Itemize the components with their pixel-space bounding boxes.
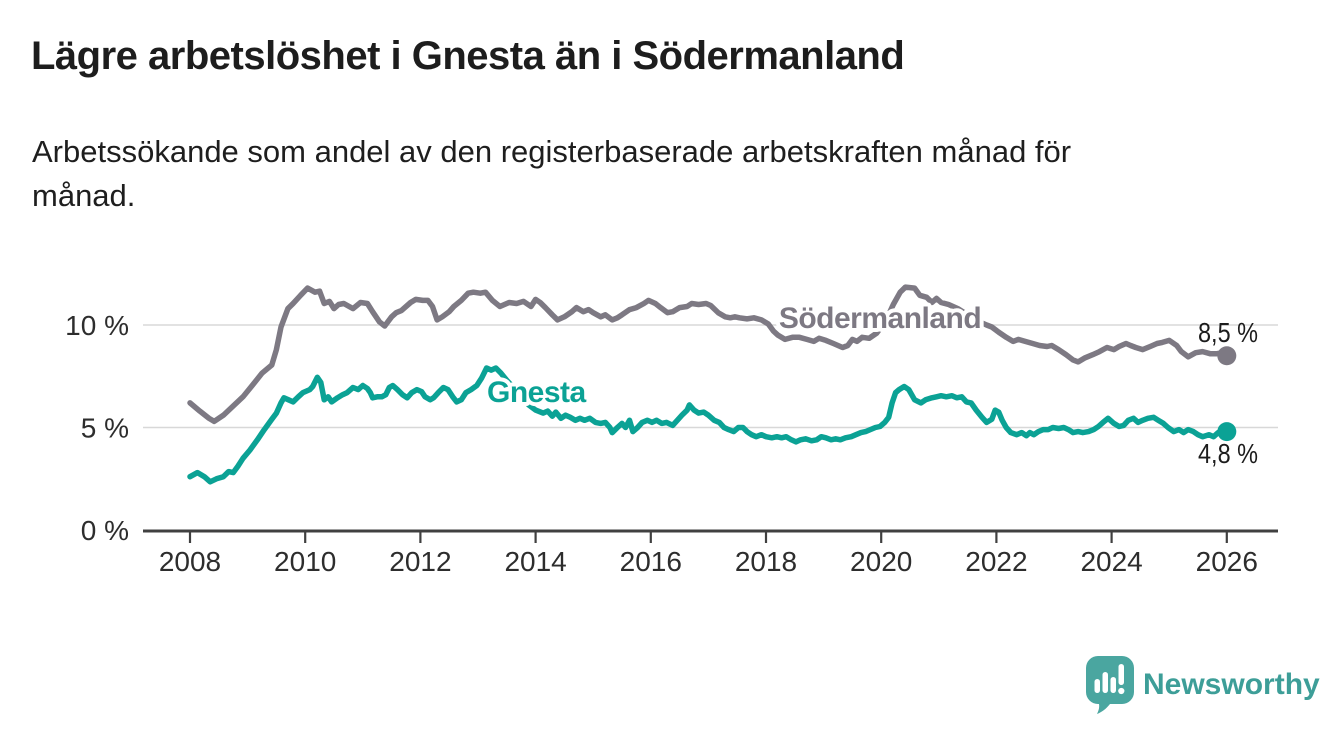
chart-subtitle: Arbetssökande som andel av den registerb… (32, 130, 1071, 218)
series-label-sodermanland: Södermanland (779, 302, 981, 335)
x-tick-label: 2012 (389, 546, 451, 577)
x-tick-label: 2024 (1080, 546, 1142, 577)
y-tick-label: 0 % (81, 515, 129, 546)
subtitle-line-2: månad. (32, 178, 136, 213)
x-tick-label: 2008 (159, 546, 221, 577)
x-tick-label: 2016 (620, 546, 682, 577)
series-label-gnesta: Gnesta (487, 376, 587, 409)
x-tick-label: 2010 (274, 546, 336, 577)
page-title: Lägre arbetslöshet i Gnesta än i Söderma… (31, 34, 905, 78)
y-tick-label: 5 % (81, 413, 129, 444)
end-value-label-sodermanland: 8,5 % (1198, 317, 1258, 348)
x-tick-label: 2020 (850, 546, 912, 577)
end-dot-sodermanland (1217, 346, 1237, 366)
series-line-gnesta (187, 365, 1230, 485)
end-dot-gnesta (1217, 422, 1237, 442)
bar-chart-speech-bubble-icon (1086, 656, 1134, 714)
x-tick-label: 2026 (1196, 546, 1258, 577)
x-tick-label: 2022 (965, 546, 1027, 577)
x-tick-label: 2018 (735, 546, 797, 577)
y-tick-label: 10 % (65, 310, 129, 341)
series-line-sodermanland (187, 284, 1230, 425)
end-value-label-gnesta: 4,8 % (1198, 438, 1258, 469)
newsworthy-logo: Newsworthy (1086, 655, 1320, 715)
newsworthy-wordmark: Newsworthy (1143, 668, 1320, 701)
subtitle-line-1: Arbetssökande som andel av den registerb… (32, 134, 1072, 169)
x-tick-label: 2014 (504, 546, 566, 577)
